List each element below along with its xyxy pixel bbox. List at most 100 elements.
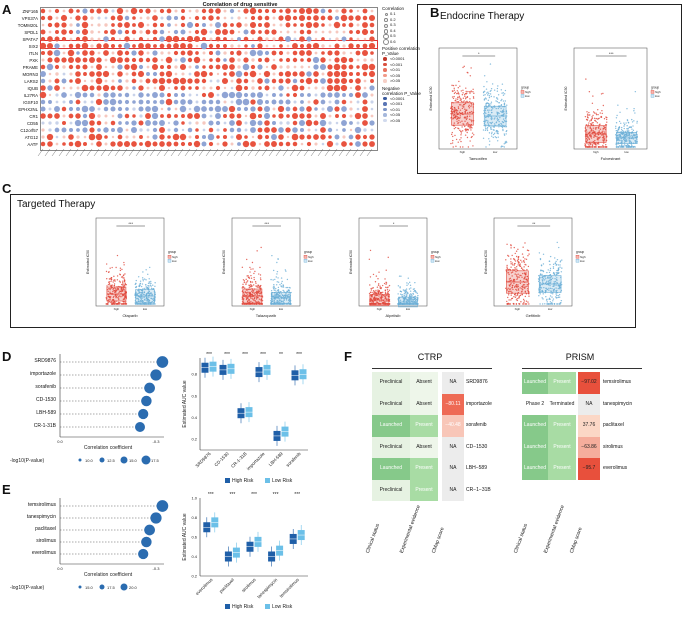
data-point	[458, 119, 460, 122]
data-point	[594, 139, 596, 142]
corr-dot	[361, 49, 369, 57]
corr-dot	[370, 128, 374, 132]
corr-dot	[202, 86, 206, 90]
data-point	[603, 138, 606, 140]
data-point	[502, 92, 504, 94]
corr-dot	[244, 51, 248, 55]
corr-dot	[341, 113, 347, 119]
data-point	[454, 100, 457, 102]
data-point	[623, 122, 625, 124]
drug-tick	[240, 148, 247, 157]
corr-dot	[62, 9, 66, 13]
clinical-status-cell: Preclinical	[372, 372, 410, 394]
corr-dot	[369, 120, 375, 126]
drug-tick	[233, 148, 240, 157]
data-point	[597, 127, 600, 129]
corr-dot	[82, 57, 88, 63]
x-axis-label: Tamoxifen	[469, 156, 487, 161]
corr-dot	[272, 44, 276, 48]
corr-dot	[201, 141, 207, 147]
data-point	[487, 111, 490, 113]
corr-dot	[264, 120, 270, 126]
corr-dot	[356, 58, 360, 62]
data-point	[485, 146, 487, 148]
drug-name: tanespimycin	[603, 400, 633, 407]
corr-dot	[286, 44, 290, 48]
corr-dot	[116, 7, 124, 15]
corr-dot	[362, 15, 368, 21]
corr-dot	[300, 100, 304, 104]
corr-dot	[195, 65, 199, 69]
corr-dot	[293, 23, 297, 27]
corr-dot	[47, 36, 53, 42]
data-point	[587, 146, 589, 148]
corr-dot	[229, 64, 235, 70]
corr-dot	[314, 142, 318, 146]
corr-dot	[181, 114, 185, 118]
corr-dot	[334, 50, 340, 56]
corr-dot	[83, 79, 87, 83]
pos-legend-title: Positive correlation P_Value	[382, 46, 421, 56]
corr-dot	[61, 57, 67, 63]
corr-dot	[123, 42, 131, 50]
corr-dot	[110, 92, 116, 98]
data-point	[493, 118, 495, 120]
data-point	[466, 96, 469, 98]
drug-tick	[219, 148, 226, 157]
data-point	[633, 136, 635, 138]
corr-dot	[200, 70, 208, 78]
data-point	[595, 117, 598, 120]
corr-dot	[335, 114, 339, 118]
corr-dot	[278, 141, 284, 147]
corr-dot	[263, 112, 271, 120]
corr-dot	[222, 22, 228, 28]
corr-dot	[202, 51, 206, 55]
corr-dot	[369, 36, 375, 42]
drug-tick	[338, 148, 345, 157]
gene-label: IGSF10	[23, 100, 38, 105]
corr-dot	[243, 106, 249, 112]
corr-dot	[355, 85, 361, 91]
corr-dot	[130, 7, 138, 15]
gene-label: IL27RA	[23, 93, 38, 98]
data-point	[490, 122, 493, 125]
corr-dot	[117, 57, 123, 63]
corr-dot	[244, 135, 248, 139]
data-point	[465, 123, 468, 125]
corr-dot	[321, 44, 325, 48]
data-point	[502, 108, 505, 110]
data-point	[631, 118, 633, 121]
corr-dot	[103, 36, 109, 42]
corr-dot	[96, 120, 102, 126]
corr-dot	[167, 135, 171, 139]
data-point	[588, 144, 590, 146]
corr-dot	[131, 71, 137, 77]
data-point	[623, 125, 625, 127]
corr-dot	[173, 50, 179, 56]
corr-dot	[145, 120, 151, 126]
data-point	[451, 142, 454, 144]
corr-dot	[251, 37, 255, 41]
corr-dot	[103, 43, 109, 49]
corr-dot	[362, 134, 368, 140]
corr-dot	[137, 21, 145, 29]
corr-dot	[75, 78, 81, 84]
corr-dot	[320, 92, 326, 98]
corr-dot	[117, 113, 123, 119]
corr-dot	[188, 65, 192, 69]
gene-label: PRAME	[22, 65, 38, 70]
data-point	[590, 128, 593, 130]
corr-dot	[195, 9, 199, 13]
corr-dot	[286, 121, 290, 125]
corr-dot	[152, 71, 158, 77]
corr-dot	[131, 78, 137, 84]
gene-label: CD55	[27, 121, 38, 126]
corr-dot	[145, 43, 151, 49]
corr-dot	[229, 8, 235, 14]
data-point	[492, 136, 494, 139]
legend-text: High Risk	[232, 604, 254, 610]
corr-dot	[166, 64, 172, 70]
data-point	[603, 139, 606, 141]
data-point	[604, 146, 607, 148]
